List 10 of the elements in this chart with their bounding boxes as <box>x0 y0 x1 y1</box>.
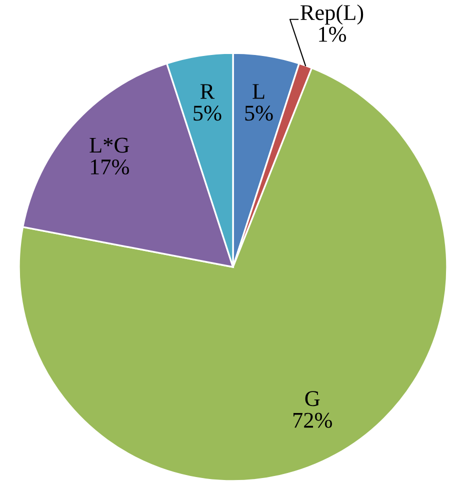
data-label: 5% <box>245 106 273 121</box>
data-label: 17% <box>90 159 130 175</box>
slice-label: G <box>305 391 320 406</box>
slice-label: R <box>200 84 215 99</box>
data-label: 5% <box>194 106 222 121</box>
data-label: 1% <box>319 26 346 42</box>
slice-label: L*G <box>90 138 130 153</box>
slice-label: Rep(L) <box>300 4 364 25</box>
data-label: 72% <box>293 412 332 428</box>
slice-label: L <box>252 84 264 99</box>
